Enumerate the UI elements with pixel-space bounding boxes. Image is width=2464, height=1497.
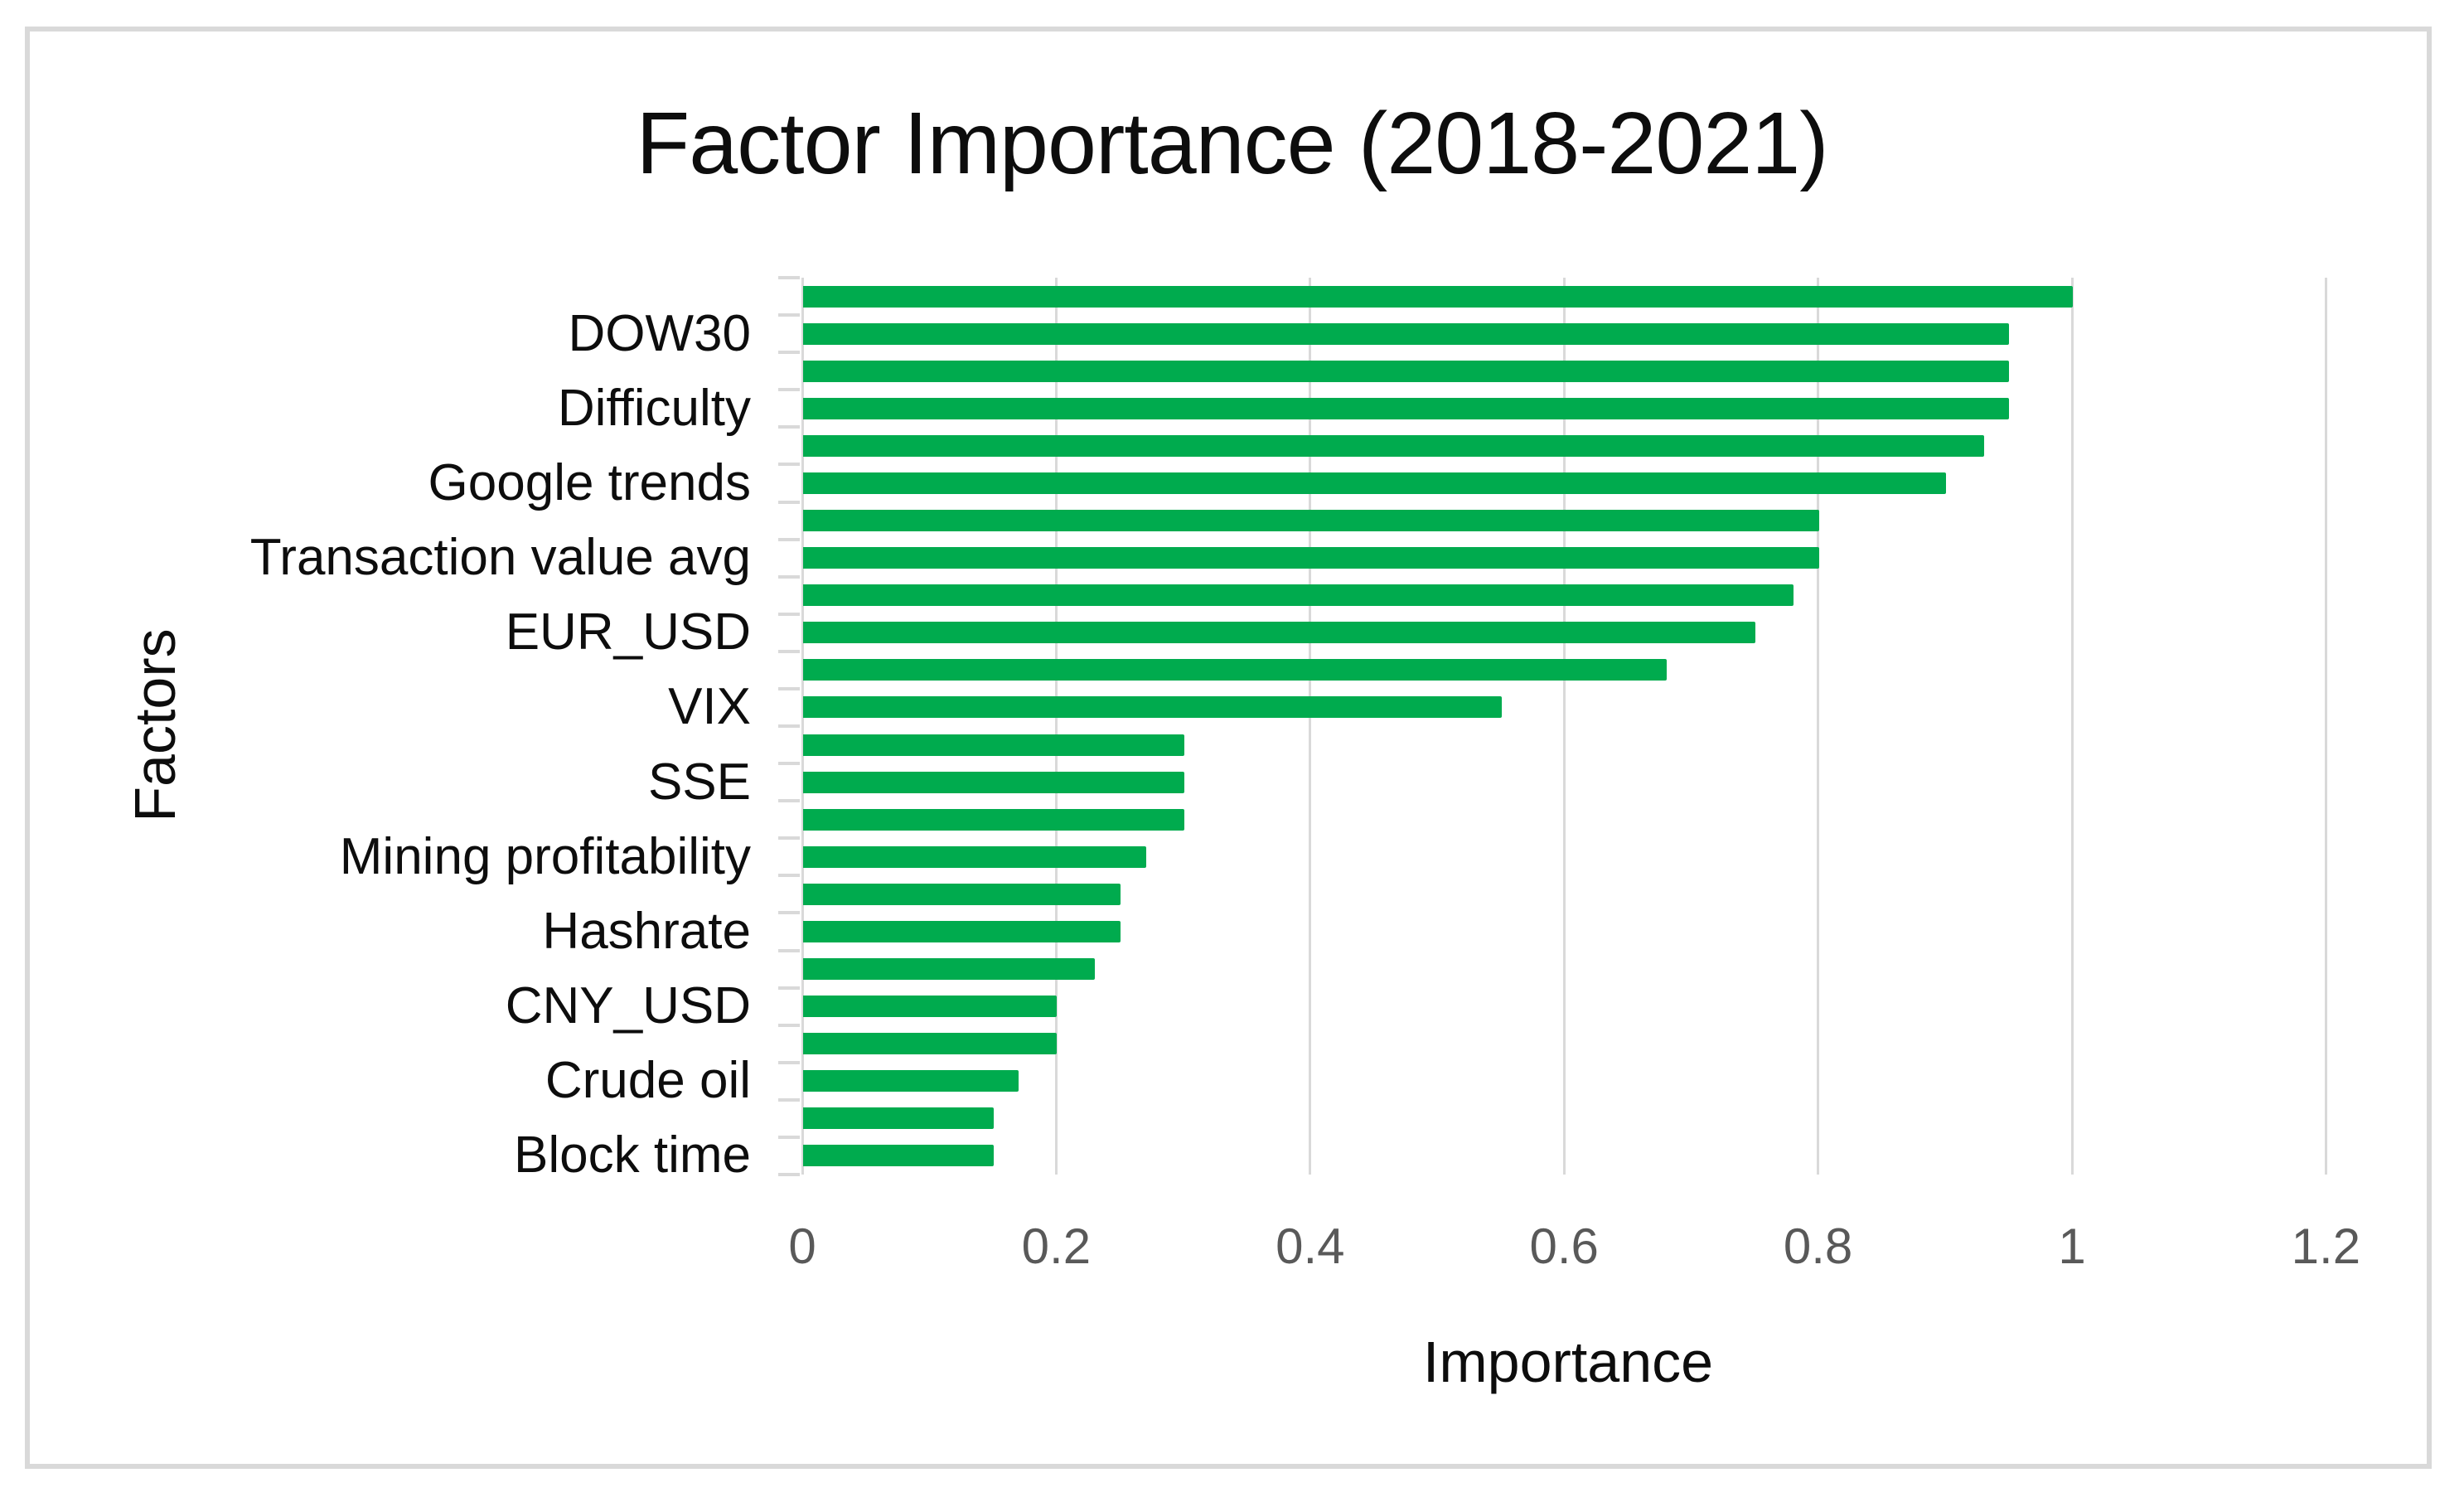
bar [803, 472, 1946, 494]
gridline [2070, 278, 2074, 1175]
bar [803, 322, 2009, 345]
x-tick-label: 0.6 [1529, 1218, 1599, 1274]
category-tick [778, 874, 800, 878]
category-label: EUR_USD [505, 603, 751, 661]
bar [803, 1107, 994, 1130]
bar [803, 622, 1755, 644]
bar [803, 1033, 1057, 1055]
category-tick [778, 500, 800, 504]
category-label: Mining profitability [339, 827, 751, 885]
category-tick [778, 425, 800, 429]
category-label: Hashrate [542, 902, 751, 960]
category-label: Crude oil [545, 1052, 751, 1110]
bar [803, 285, 2073, 308]
category-tick [778, 986, 800, 990]
category-tick [778, 649, 800, 653]
bar [803, 584, 1794, 607]
value-axis-line [801, 278, 804, 1175]
category-tick [778, 911, 800, 915]
category-tick [778, 1023, 800, 1027]
bar [803, 845, 1146, 868]
bar [803, 1145, 994, 1167]
bar [803, 659, 1667, 681]
bar [803, 771, 1184, 793]
gridline [1309, 278, 1312, 1175]
category-label: Difficulty [557, 379, 751, 437]
bar [803, 360, 2009, 382]
category-tick [778, 351, 800, 355]
x-tick-label: 0.4 [1276, 1218, 1345, 1274]
gridline [1562, 278, 1566, 1175]
category-tick [778, 537, 800, 541]
gridline [1817, 278, 1820, 1175]
category-label: SSE [647, 753, 751, 811]
bar [803, 510, 1819, 532]
bar [803, 808, 1184, 831]
chart-title: Factor Importance (2018-2021) [636, 94, 1828, 192]
x-axis-title: Importance [1422, 1330, 1714, 1394]
x-tick-label: 1 [2058, 1218, 2086, 1274]
category-tick [778, 762, 800, 766]
bar [803, 883, 1121, 905]
category-tick [778, 1135, 800, 1139]
category-tick [778, 948, 800, 952]
category-label: Block time [514, 1126, 751, 1185]
category-tick [778, 276, 800, 279]
bar [803, 696, 1502, 719]
category-tick [778, 724, 800, 728]
gridline [1054, 278, 1058, 1175]
category-tick [778, 388, 800, 392]
category-tick [778, 836, 800, 841]
x-tick-label: 1.2 [2291, 1218, 2361, 1274]
category-label: CNY_USD [505, 977, 751, 1035]
category-label: Google trends [428, 453, 751, 511]
bar [803, 996, 1057, 1018]
bar [803, 958, 1095, 981]
category-tick [778, 574, 800, 579]
x-tick-label: 0.2 [1021, 1218, 1092, 1274]
category-tick [778, 1097, 800, 1102]
bar [803, 434, 1984, 457]
category-tick [778, 799, 800, 803]
category-tick [778, 1173, 800, 1176]
category-label: Transaction value avg [249, 529, 751, 587]
category-tick [778, 612, 800, 616]
gridline [2324, 278, 2327, 1175]
chart-border [25, 27, 2432, 1469]
x-tick-label: 0.8 [1783, 1218, 1853, 1274]
x-tick-label: 0 [788, 1218, 816, 1274]
category-tick [778, 313, 800, 317]
category-label: VIX [668, 678, 751, 736]
bar [803, 397, 2009, 419]
bar [803, 547, 1819, 569]
bar [803, 734, 1184, 756]
category-tick [778, 686, 800, 690]
category-tick [778, 463, 800, 467]
bar [803, 920, 1121, 942]
category-label: DOW30 [568, 304, 751, 362]
bar [803, 1070, 1019, 1092]
category-tick [778, 1060, 800, 1064]
